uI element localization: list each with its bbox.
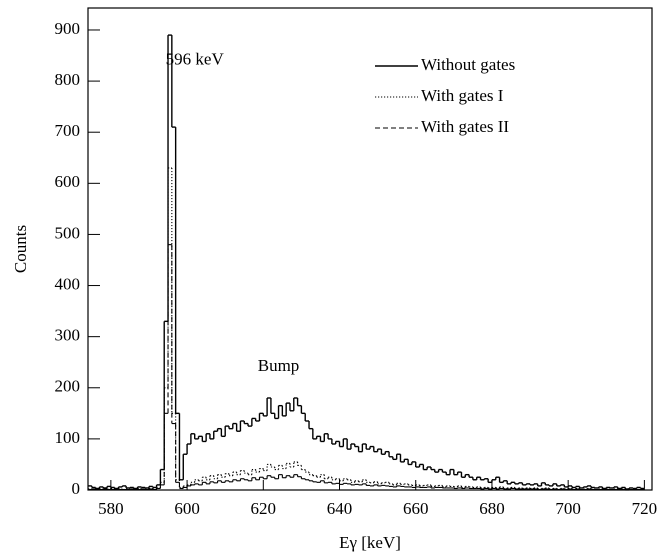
y-tick-label: 400	[55, 274, 81, 293]
x-tick-label: 660	[403, 499, 429, 518]
plot-frame	[87, 7, 653, 491]
legend-label: With gates I	[421, 86, 504, 105]
x-axis-label: Eγ [keV]	[339, 533, 401, 552]
legend-label: With gates II	[421, 117, 509, 136]
annotation: Bump	[258, 356, 300, 375]
annotation: 596 keV	[166, 50, 225, 69]
x-tick-label: 640	[327, 499, 353, 518]
y-tick-label: 700	[55, 121, 81, 140]
y-tick-label: 500	[55, 223, 81, 242]
x-tick-label: 620	[251, 499, 277, 518]
y-tick-label: 200	[55, 377, 81, 396]
y-axis-label: Counts	[11, 225, 30, 273]
y-tick-label: 0	[72, 479, 81, 498]
x-tick-label: 720	[632, 499, 658, 518]
x-tick-label: 680	[479, 499, 505, 518]
x-tick-label: 580	[98, 499, 124, 518]
legend-label: Without gates	[421, 55, 515, 74]
y-tick-label: 100	[55, 428, 81, 447]
x-tick-label: 600	[174, 499, 200, 518]
y-tick-label: 900	[55, 19, 81, 38]
y-tick-label: 800	[55, 70, 81, 89]
x-tick-label: 700	[555, 499, 581, 518]
y-tick-label: 600	[55, 172, 81, 191]
y-tick-label: 300	[55, 326, 81, 345]
